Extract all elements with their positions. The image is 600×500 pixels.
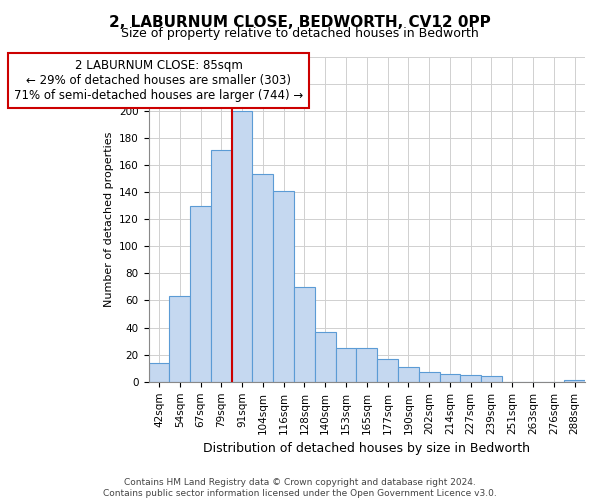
Bar xyxy=(294,287,315,382)
Text: Size of property relative to detached houses in Bedworth: Size of property relative to detached ho… xyxy=(121,28,479,40)
Bar xyxy=(253,174,273,382)
Bar xyxy=(440,374,460,382)
Bar xyxy=(335,348,356,382)
Bar xyxy=(460,375,481,382)
Text: 2 LABURNUM CLOSE: 85sqm
← 29% of detached houses are smaller (303)
71% of semi-d: 2 LABURNUM CLOSE: 85sqm ← 29% of detache… xyxy=(14,59,304,102)
Bar xyxy=(419,372,440,382)
Bar xyxy=(564,380,585,382)
Bar xyxy=(232,110,253,382)
Bar xyxy=(481,376,502,382)
Bar xyxy=(315,332,335,382)
Bar xyxy=(377,359,398,382)
Y-axis label: Number of detached properties: Number of detached properties xyxy=(104,132,113,307)
Text: 2, LABURNUM CLOSE, BEDWORTH, CV12 0PP: 2, LABURNUM CLOSE, BEDWORTH, CV12 0PP xyxy=(109,15,491,30)
Bar xyxy=(190,206,211,382)
Text: Contains HM Land Registry data © Crown copyright and database right 2024.
Contai: Contains HM Land Registry data © Crown c… xyxy=(103,478,497,498)
Bar xyxy=(211,150,232,382)
Bar xyxy=(398,367,419,382)
X-axis label: Distribution of detached houses by size in Bedworth: Distribution of detached houses by size … xyxy=(203,442,530,455)
Bar xyxy=(273,190,294,382)
Bar xyxy=(169,296,190,382)
Bar xyxy=(356,348,377,382)
Bar xyxy=(149,363,169,382)
